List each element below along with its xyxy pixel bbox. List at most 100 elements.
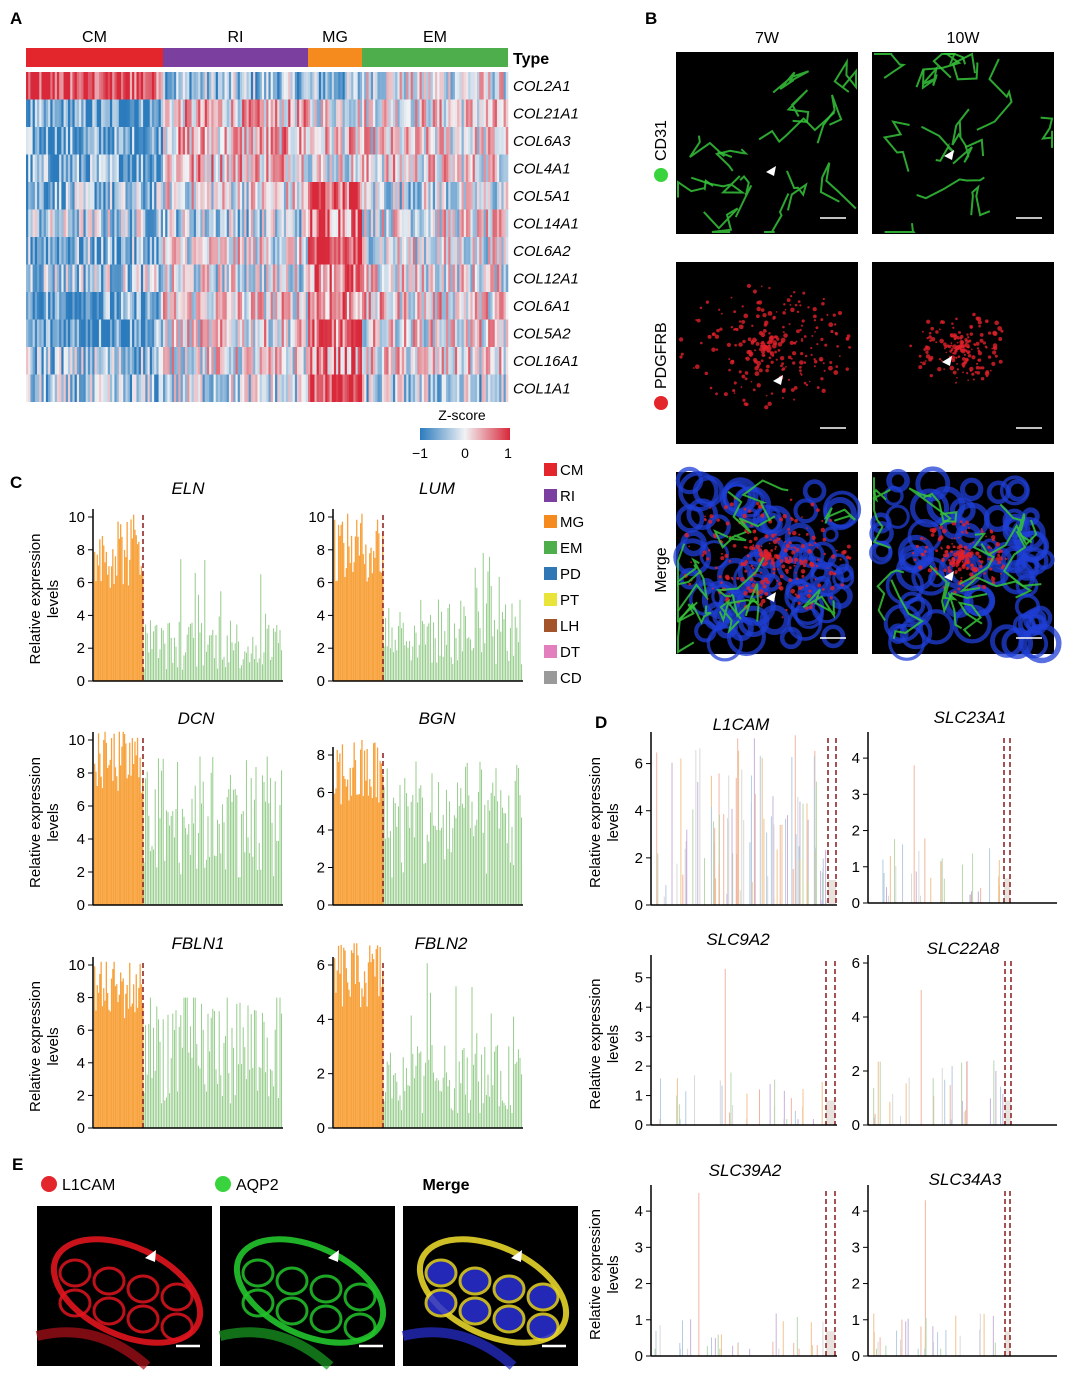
- heatmap-cell: [237, 374, 241, 402]
- heatmap-cell: [235, 292, 238, 320]
- heatmap-cell: [353, 72, 356, 100]
- heatmap-cell: [167, 237, 170, 265]
- heatmap-cell: [253, 319, 256, 347]
- heatmap-cell: [158, 237, 162, 265]
- heatmap-cell: [217, 99, 221, 127]
- heatmap-cell: [195, 72, 199, 100]
- heatmap-cell: [288, 154, 291, 182]
- y-axis-label-line1: Relative expression: [27, 981, 44, 1112]
- heatmap-cell: [121, 292, 124, 320]
- heatmap-cell: [259, 237, 263, 265]
- heatmap-cell: [310, 99, 313, 127]
- heatmap-cell: [132, 347, 135, 375]
- heatmap-cell: [272, 99, 276, 127]
- heatmap-cell: [134, 72, 137, 100]
- bar-mg: [357, 955, 359, 1128]
- bar-mg: [335, 788, 337, 905]
- heatmap-cell: [481, 99, 484, 127]
- heatmap-cell: [215, 237, 219, 265]
- heatmap-cell: [248, 182, 252, 210]
- heatmap-cell: [149, 237, 153, 265]
- heatmap-cell: [87, 264, 91, 292]
- bar-mg: [100, 776, 102, 905]
- chart-title: ELN: [171, 479, 205, 498]
- heatmap-cell: [231, 237, 234, 265]
- heatmap-cell: [213, 72, 217, 100]
- heatmap-cell: [294, 72, 298, 100]
- heatmap-cell: [452, 237, 456, 265]
- heatmap-cell: [432, 374, 436, 402]
- heatmap-cell: [50, 72, 53, 100]
- heatmap-cell: [213, 292, 217, 320]
- heatmap-cell: [329, 319, 333, 347]
- heatmap-cell: [323, 347, 326, 375]
- heatmap-cell: [452, 347, 456, 375]
- heatmap-cell: [294, 154, 298, 182]
- heatmap-cell: [138, 292, 142, 320]
- heatmap-cell: [459, 264, 462, 292]
- bar-mg: [358, 794, 360, 905]
- heatmap-cell: [392, 319, 396, 347]
- heatmap-cell: [165, 127, 168, 155]
- heatmap-cell: [379, 209, 383, 237]
- heatmap-cell: [399, 264, 403, 292]
- heatmap-cell: [127, 99, 131, 127]
- heatmap-cell: [26, 127, 29, 155]
- heatmap-cell: [176, 347, 179, 375]
- heatmap-cell: [43, 182, 47, 210]
- heatmap-cell: [143, 347, 146, 375]
- heatmap-cell: [290, 264, 293, 292]
- heatmap-cell: [132, 292, 135, 320]
- heatmap-cell: [171, 209, 175, 237]
- heatmap-cell: [85, 154, 89, 182]
- heatmap-cell: [283, 264, 287, 292]
- heatmap-cell: [52, 319, 56, 347]
- heatmap-cell: [228, 182, 232, 210]
- heatmap-cell: [412, 319, 416, 347]
- heatmap-cell: [118, 127, 122, 155]
- heatmap-cell: [204, 319, 208, 347]
- heatmap-cell: [308, 292, 311, 320]
- heatmap-cell: [316, 99, 320, 127]
- bar-mg: [344, 576, 346, 681]
- heatmap-cell: [202, 99, 206, 127]
- heatmap-cell: [470, 72, 473, 100]
- heatmap-cell: [439, 154, 442, 182]
- heatmap-cell: [261, 182, 265, 210]
- heatmap-cell: [362, 127, 365, 155]
- heatmap-cell: [406, 347, 409, 375]
- heatmap-cell: [481, 374, 484, 402]
- heatmap-cell: [412, 72, 416, 100]
- heatmap-cell: [423, 127, 427, 155]
- heatmap-cell: [184, 237, 188, 265]
- heatmap-cell: [408, 127, 411, 155]
- merge-label: Merge: [653, 547, 670, 592]
- heatmap-cell: [103, 237, 106, 265]
- heatmap-cell: [401, 347, 405, 375]
- heatmap-cell: [198, 127, 201, 155]
- heatmap-cell: [501, 72, 504, 100]
- chart-title: FBLN1: [172, 934, 225, 953]
- heatmap-cell: [336, 347, 339, 375]
- heatmap-cell: [143, 154, 146, 182]
- heatmap-cell: [76, 264, 80, 292]
- heatmap-cell: [34, 237, 38, 265]
- heatmap-cell: [370, 127, 374, 155]
- heatmap-cell: [439, 374, 442, 402]
- heatmap-cell: [483, 154, 487, 182]
- heatmap-cell: [477, 347, 480, 375]
- heatmap-cell: [94, 237, 98, 265]
- heatmap-cell: [270, 237, 274, 265]
- heatmap-cell: [129, 237, 133, 265]
- heatmap-cell: [288, 209, 291, 237]
- heatmap-cell: [235, 264, 238, 292]
- heatmap-cell: [182, 209, 186, 237]
- heatmap-cell: [255, 127, 258, 155]
- bar-mg: [354, 536, 357, 681]
- heatmap-cell: [499, 237, 502, 265]
- heatmap-cell: [87, 374, 91, 402]
- heatmap-cell: [310, 292, 313, 320]
- heatmap-cell: [140, 292, 144, 320]
